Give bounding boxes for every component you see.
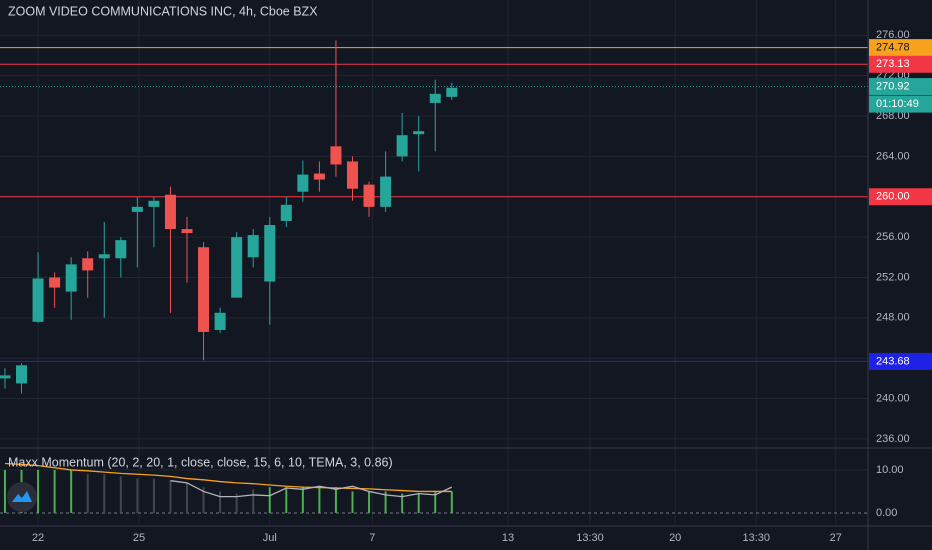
y-tick-label: 264.00 xyxy=(876,150,910,162)
level-label: 273.13 xyxy=(876,58,910,70)
marks xyxy=(0,40,868,513)
histogram-bar xyxy=(152,478,155,513)
histogram-bar xyxy=(252,489,255,513)
histogram-bar xyxy=(401,493,404,513)
countdown: 01:10:49 xyxy=(876,98,919,110)
candle-body xyxy=(82,258,94,271)
candle-body xyxy=(429,93,441,103)
logo-icon[interactable] xyxy=(12,491,32,502)
x-tick-label: 13:30 xyxy=(576,532,604,544)
histogram-bar xyxy=(119,476,122,513)
candle-body xyxy=(380,176,392,207)
candle-body xyxy=(214,312,226,330)
candle-body xyxy=(297,174,309,192)
histogram-bar xyxy=(434,491,437,513)
histogram-bar xyxy=(86,474,89,513)
histogram-bar xyxy=(351,491,354,513)
candle-body xyxy=(264,225,276,282)
histogram-bar xyxy=(318,487,321,513)
histogram-bar xyxy=(186,482,189,513)
histogram-bar xyxy=(235,493,238,513)
level-label: 274.78 xyxy=(876,42,910,54)
histogram-bar xyxy=(384,491,387,513)
x-tick-label: 25 xyxy=(133,532,145,544)
level-label: 260.00 xyxy=(876,191,910,203)
logo-circle[interactable] xyxy=(7,482,37,512)
level-label-box xyxy=(869,55,932,73)
candle-body xyxy=(164,194,176,230)
grid xyxy=(0,0,868,525)
candle-body xyxy=(346,161,358,189)
x-tick-label: 20 xyxy=(669,532,681,544)
last-price-label: 270.92 xyxy=(876,80,910,92)
histogram-bar xyxy=(202,487,205,513)
level-label-box xyxy=(869,39,932,57)
histogram-bar xyxy=(334,487,337,513)
candle-body xyxy=(363,184,375,207)
y-tick-label: 268.00 xyxy=(876,110,910,122)
candle-body xyxy=(181,229,193,234)
x-tick-label: 13 xyxy=(502,532,514,544)
chart-title: ZOOM VIDEO COMMUNICATIONS INC, 4h, Cboe … xyxy=(8,4,318,18)
histogram-bar xyxy=(53,469,56,513)
candle-body xyxy=(65,264,77,292)
candle-body xyxy=(396,135,408,157)
candle-body xyxy=(115,240,127,259)
histogram-bar xyxy=(103,474,106,513)
candle-body xyxy=(446,87,458,97)
level-label-box xyxy=(869,188,932,206)
histogram-bar xyxy=(219,491,222,513)
histogram-bar xyxy=(136,478,139,513)
candle-body xyxy=(16,365,28,384)
histogram-bar xyxy=(285,487,288,513)
indicator-line xyxy=(4,462,452,493)
candle-body xyxy=(231,237,243,298)
candle-body xyxy=(247,235,259,258)
candle-body xyxy=(313,173,325,180)
level-label-box xyxy=(869,352,932,370)
candle-body xyxy=(198,247,210,332)
x-tick-label: 13:30 xyxy=(743,532,771,544)
histogram-bar xyxy=(268,487,271,513)
indicator-line xyxy=(170,480,453,498)
candle-body xyxy=(413,131,425,135)
y-tick-label: 236.00 xyxy=(876,433,910,445)
candle-body xyxy=(98,254,110,259)
last-price-box xyxy=(869,78,932,96)
y-tick-label: 0.00 xyxy=(876,507,897,519)
y-tick-label: 10.00 xyxy=(876,464,904,476)
countdown-box xyxy=(869,95,932,113)
candle-body xyxy=(280,204,292,221)
x-tick-label: 27 xyxy=(830,532,842,544)
candle-body xyxy=(330,146,342,165)
y-tick-label: 240.00 xyxy=(876,392,910,404)
histogram-bar xyxy=(301,487,304,513)
candle-body xyxy=(148,200,160,207)
y-tick-label: 252.00 xyxy=(876,271,910,283)
y-tick-label: 248.00 xyxy=(876,312,910,324)
x-tick-label: Jul xyxy=(263,532,277,544)
candle-body xyxy=(32,278,44,322)
candle-body xyxy=(0,375,11,379)
histogram-bar xyxy=(169,480,172,513)
histogram-bar xyxy=(368,491,371,513)
histogram-bar xyxy=(417,493,420,513)
histogram-bar xyxy=(450,491,453,513)
logo[interactable] xyxy=(7,482,37,512)
y-tick-label: 256.00 xyxy=(876,231,910,243)
indicator-title: Maxx Momentum (20, 2, 20, 1, close, clos… xyxy=(8,455,393,469)
histogram-bar xyxy=(70,469,73,513)
x-tick-label: 7 xyxy=(369,532,375,544)
candle-body xyxy=(49,277,61,288)
candle-body xyxy=(131,206,143,212)
labels: 2225Jul71313:302013:3027236.00240.00244.… xyxy=(32,29,932,544)
histogram-bar xyxy=(37,469,40,513)
x-tick-label: 22 xyxy=(32,532,44,544)
level-label: 243.68 xyxy=(876,355,910,367)
histogram-bar xyxy=(3,469,6,513)
y-tick-label: 276.00 xyxy=(876,29,910,41)
